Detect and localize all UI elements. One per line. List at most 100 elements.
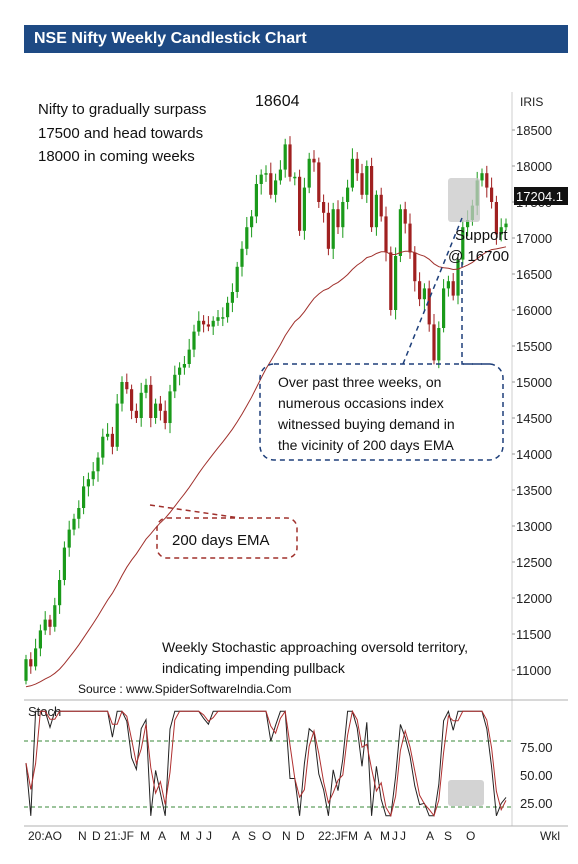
candle-body	[331, 209, 335, 249]
candle-body	[322, 202, 326, 213]
candle-body	[365, 166, 369, 195]
candle-body	[456, 259, 460, 296]
candle-body	[312, 158, 316, 163]
x-label: A	[232, 829, 240, 843]
x-label: O	[466, 829, 475, 843]
candle-body	[38, 630, 42, 649]
ema-label-connector	[149, 504, 241, 519]
candle-body	[360, 173, 364, 195]
candle-body	[408, 223, 412, 253]
stoch-k-line	[25, 709, 507, 817]
candle-body	[91, 471, 95, 480]
candle-body	[149, 384, 153, 418]
candle-body	[451, 281, 455, 296]
x-label: M	[180, 829, 190, 843]
price-tick-15500: 15500	[516, 339, 552, 354]
support-label-2: @ 16700	[448, 248, 509, 265]
source-label: Source : www.SpiderSoftwareIndia.Com	[78, 682, 291, 696]
price-tick-16500: 16500	[516, 267, 552, 282]
candle-body	[427, 288, 431, 325]
x-label: J	[392, 829, 398, 843]
candle-body	[62, 547, 66, 580]
candle-body	[101, 436, 105, 458]
candle-body	[202, 320, 206, 325]
candle-body	[58, 580, 62, 606]
candle-body	[317, 162, 321, 202]
candle-body	[370, 166, 374, 228]
candle-body	[221, 317, 225, 319]
x-label: D	[296, 829, 305, 843]
candle-body	[389, 252, 393, 310]
price-tick-17000: 17000	[516, 231, 552, 246]
note-stoch-line-1: Weekly Stochastic approaching oversold t…	[162, 639, 468, 655]
candle-body	[230, 292, 234, 303]
price-tick-13000: 13000	[516, 519, 552, 534]
x-label: D	[92, 829, 101, 843]
candle-body	[29, 659, 33, 667]
candle-body	[245, 227, 249, 249]
candle-body	[432, 324, 436, 361]
candle-body	[82, 486, 86, 508]
candle-body	[154, 403, 158, 418]
peak-label: 18604	[255, 93, 300, 110]
candle-body	[293, 176, 297, 179]
note-box-line-2: numerous occasions index	[278, 395, 444, 411]
x-label: M	[380, 829, 390, 843]
candle-body	[226, 302, 230, 318]
ema-200-line	[25, 246, 507, 688]
candle-body	[110, 433, 114, 447]
x-label: N	[282, 829, 291, 843]
candle-body	[346, 187, 350, 202]
last-price-box	[514, 187, 568, 205]
candle-body	[259, 174, 263, 184]
x-label: S	[444, 829, 452, 843]
candle-body	[173, 374, 177, 392]
candle-body	[264, 173, 268, 175]
candle-body	[77, 508, 81, 519]
candle-body	[490, 187, 494, 202]
note-top-line-2: 17500 and head towards	[38, 125, 203, 142]
candle-body	[379, 194, 383, 217]
ema-label: 200 days EMA	[172, 532, 270, 549]
price-tick-16000: 16000	[516, 303, 552, 318]
candle-body	[384, 216, 388, 253]
x-unit-label: Wkl	[540, 829, 560, 843]
candle-body	[168, 391, 172, 424]
candle-body	[499, 227, 503, 235]
candle-body	[86, 479, 90, 487]
note-box-frame	[259, 363, 504, 461]
candle-body	[34, 648, 38, 667]
price-tick-14500: 14500	[516, 411, 552, 426]
stoch-tick-25: 25.00	[520, 796, 553, 811]
candle-body	[466, 220, 470, 228]
ema-label-box	[156, 517, 298, 559]
price-tick-12500: 12500	[516, 555, 552, 570]
candle-body	[288, 144, 292, 177]
candle-body	[254, 184, 258, 217]
candle-body	[350, 158, 354, 188]
candle-body	[67, 529, 71, 548]
x-label: N	[78, 829, 87, 843]
candle-body	[206, 324, 210, 327]
price-tick-18000: 18000	[516, 159, 552, 174]
price-tick-12000: 12000	[516, 591, 552, 606]
x-label: J	[206, 829, 212, 843]
candle-body	[398, 209, 402, 256]
candle-body	[302, 187, 306, 231]
candle-body	[298, 176, 302, 231]
candle-body	[278, 169, 282, 181]
x-label: 22:JF	[318, 829, 348, 843]
price-tick-13500: 13500	[516, 483, 552, 498]
candle-body	[422, 288, 426, 300]
candle-body	[120, 382, 124, 404]
candle-body	[341, 202, 345, 228]
note-stoch-line-2: indicating impending pullback	[162, 660, 346, 676]
candle-body	[418, 281, 422, 300]
candles-group	[24, 136, 508, 685]
recent-candles-highlight	[448, 178, 480, 222]
candle-body	[48, 619, 52, 627]
candle-body	[125, 382, 129, 390]
candle-body	[192, 331, 196, 350]
price-tick-18500: 18500	[516, 123, 552, 138]
candle-body	[307, 158, 311, 188]
